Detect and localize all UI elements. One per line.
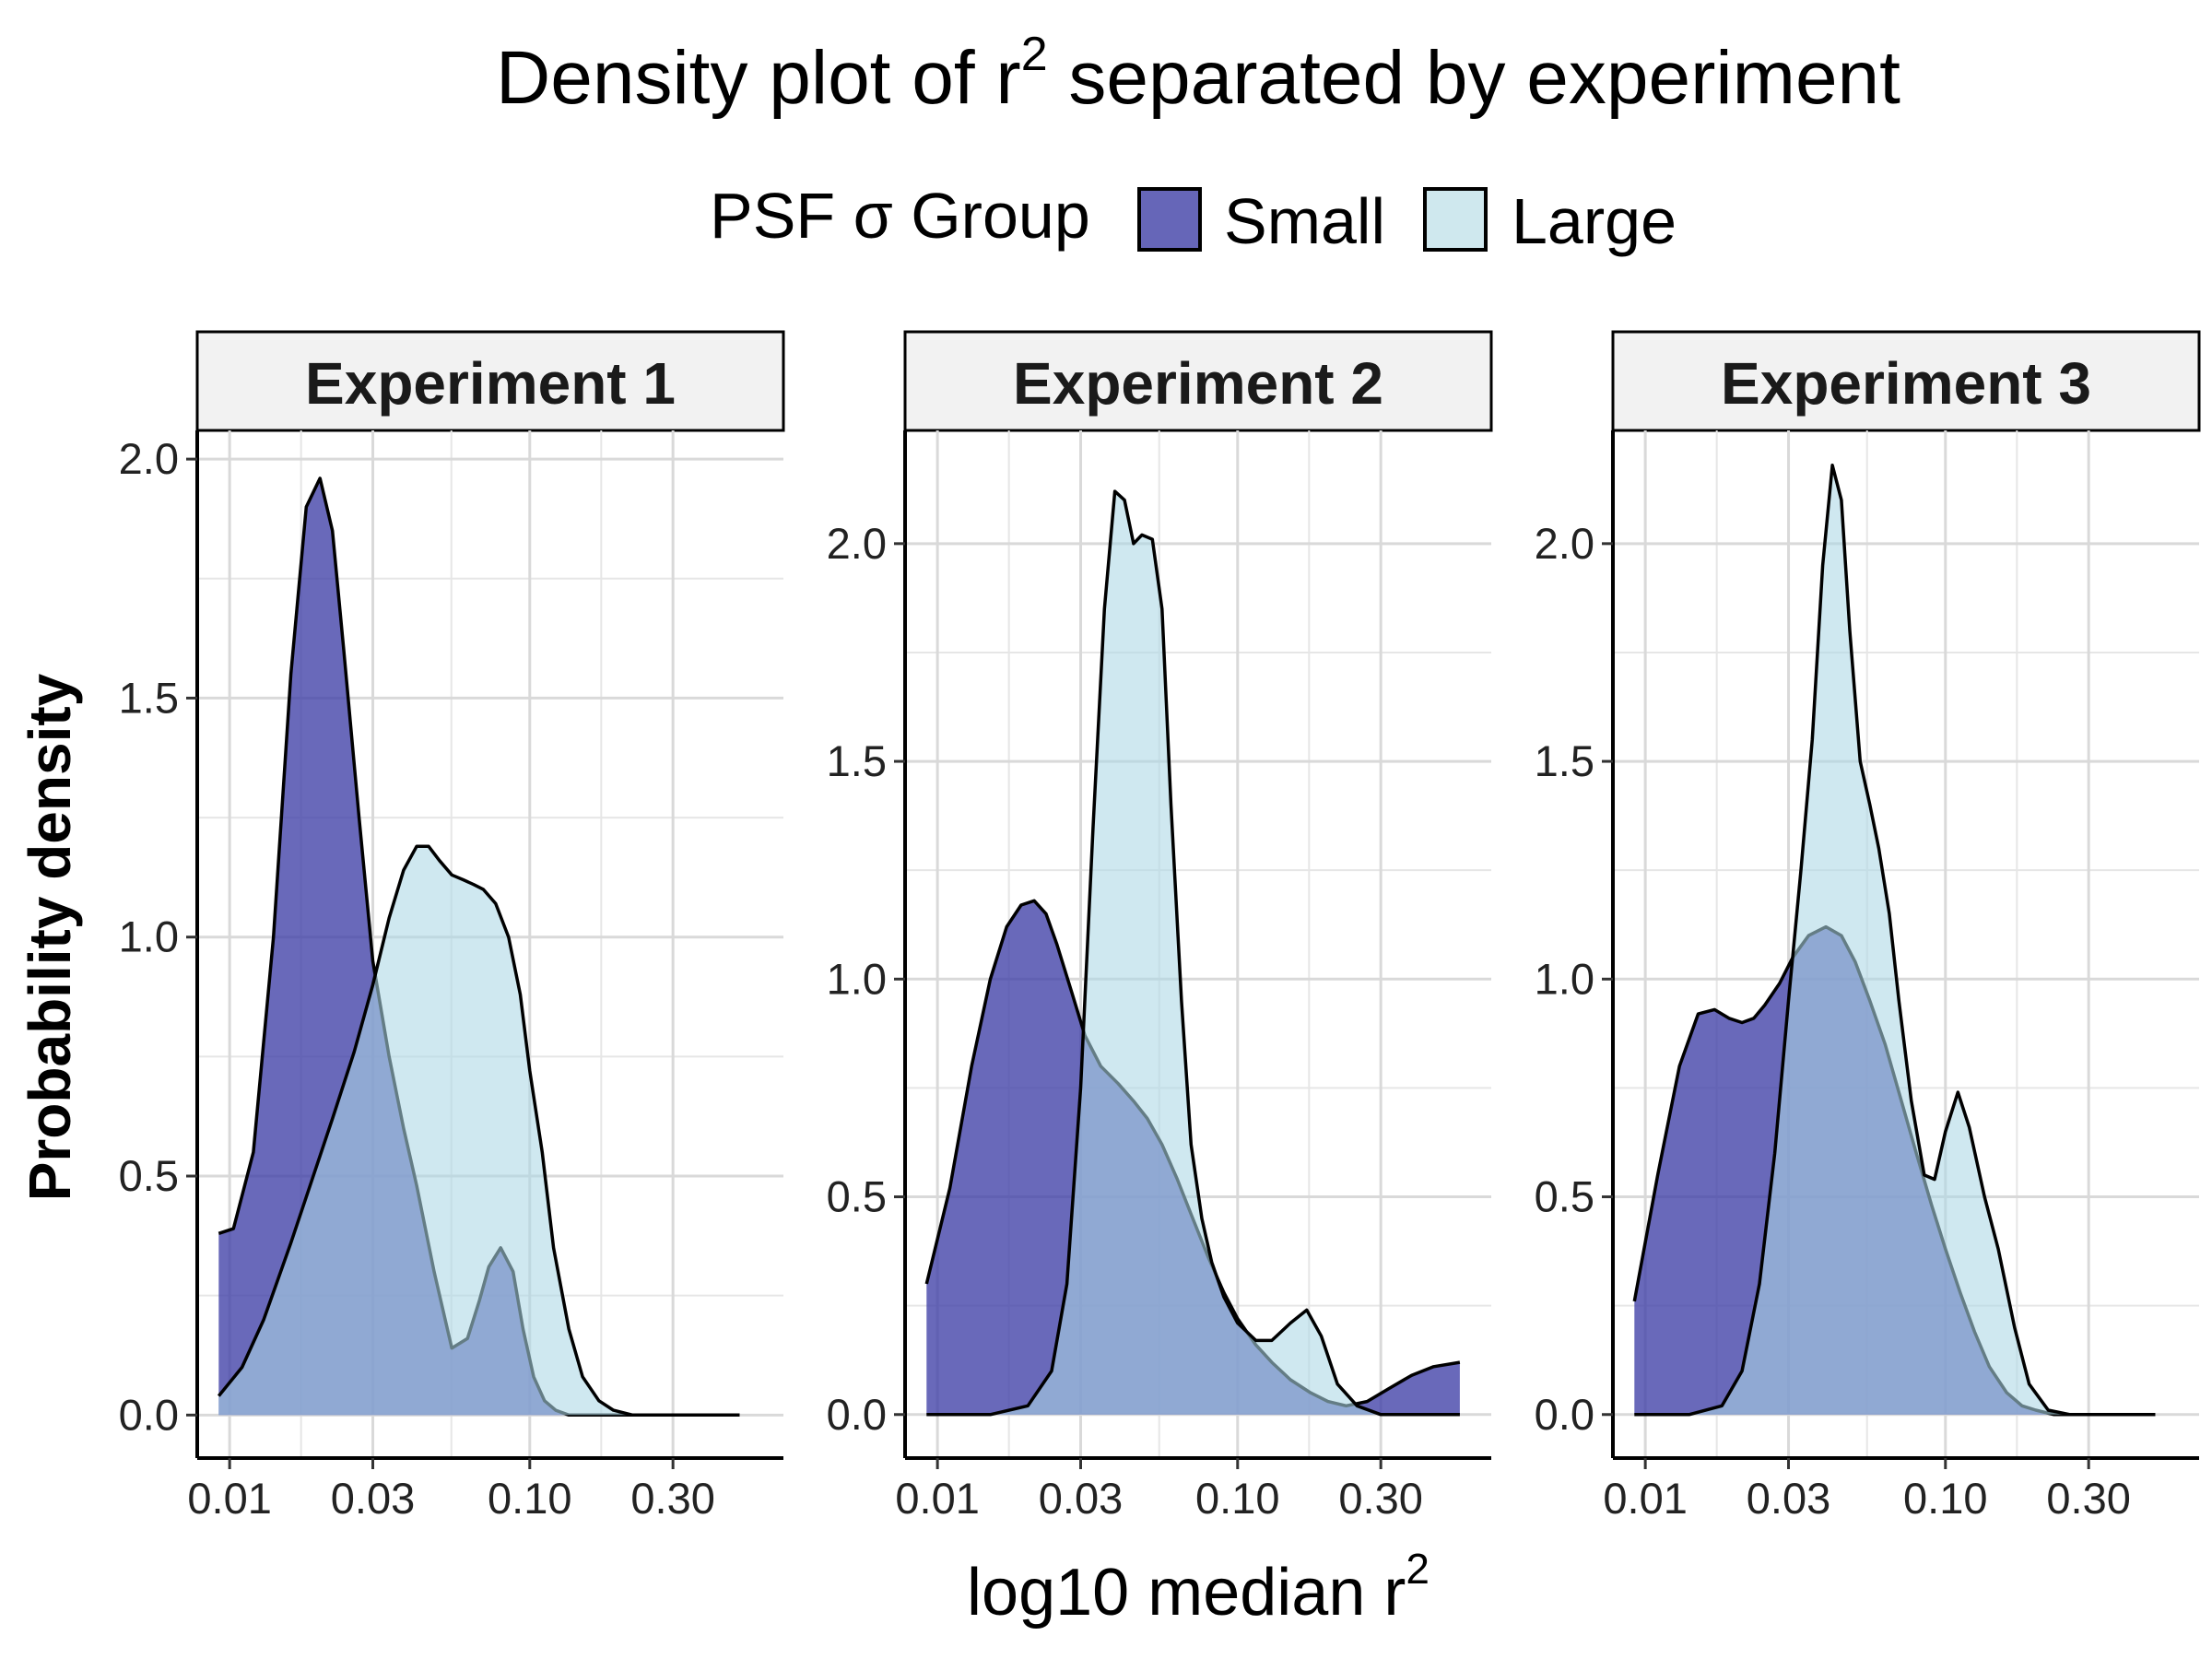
- x-tick-label: 0.01: [1603, 1474, 1687, 1523]
- density-areas: [1632, 464, 2156, 1417]
- y-tick-label: 1.5: [119, 673, 179, 722]
- x-tick-label: 0.10: [488, 1474, 571, 1523]
- y-tick-label: 1.0: [119, 912, 179, 961]
- strip-label: Experiment 3: [1721, 350, 2091, 417]
- x-tick-label: 0.10: [1903, 1474, 1987, 1523]
- legend-key-small: [1137, 187, 1202, 252]
- panel-experiment-2: Experiment 2 0.0 0.5 1.0 1.5 2.0 0.01 0.03 0.10…: [827, 330, 1493, 1523]
- title-superscript: 2: [1021, 28, 1048, 81]
- x-tick-label: 0.03: [1747, 1474, 1830, 1523]
- y-tick-label: 2.0: [827, 519, 887, 568]
- y-tick-label: 1.0: [827, 954, 887, 1003]
- y-tick-label: 1.0: [1535, 954, 1594, 1003]
- strip-background: [1611, 330, 2201, 432]
- x-tick-label: 0.30: [630, 1474, 714, 1523]
- strip-background: [903, 330, 1493, 432]
- x-tick-label: 0.03: [1039, 1474, 1123, 1523]
- strip-label: Experiment 2: [1013, 350, 1383, 417]
- y-tick-label: 0.5: [827, 1172, 887, 1221]
- legend-label-small: Small: [1224, 185, 1385, 257]
- chart-title: Density plot of r2 separated by experime…: [496, 28, 1900, 120]
- x-tick-label: 0.30: [2046, 1474, 2130, 1523]
- x-axis-title: log10 median r2: [967, 1545, 1430, 1630]
- y-tick-label: 1.5: [1535, 736, 1594, 785]
- strip-label: Experiment 1: [305, 350, 676, 417]
- axes: 0.0 0.5 1.0 1.5 2.0 0.01 0.03 0.10 0.30: [1535, 430, 2199, 1523]
- x-title-superscript: 2: [1406, 1545, 1430, 1593]
- legend-key-large: [1423, 187, 1488, 252]
- y-tick-label: 2.0: [119, 434, 179, 483]
- legend-label-large: Large: [1512, 185, 1677, 257]
- strip-background: [195, 330, 785, 432]
- density-curve-large: [926, 489, 1460, 1417]
- axes: 0.0 0.5 1.0 1.5 2.0 0.01 0.03 0.10 0.30: [827, 430, 1491, 1523]
- density-fill-large: [926, 491, 1460, 1415]
- density-fill-small: [926, 900, 1460, 1415]
- density-fill-large: [1634, 465, 2156, 1415]
- y-tick-label: 0.5: [119, 1151, 179, 1200]
- y-tick-label: 0.0: [119, 1390, 179, 1439]
- legend-title: PSF σ Group: [710, 180, 1090, 252]
- panel-experiment-1: Experiment 1 0.0 0.5 1.0 1.5 2.0 0.01 0.03 0.10…: [119, 330, 785, 1523]
- y-tick-label: 0.0: [827, 1390, 887, 1439]
- panel-experiment-3: Experiment 3 0.0 0.5 1.0 1.5 2.0 0.01 0.03 0.10…: [1535, 330, 2201, 1523]
- y-tick-label: 1.5: [827, 736, 887, 785]
- x-tick-label: 0.03: [331, 1474, 415, 1523]
- density-areas: [217, 477, 740, 1418]
- y-tick-label: 2.0: [1535, 519, 1594, 568]
- x-tick-label: 0.30: [1338, 1474, 1422, 1523]
- y-tick-label: 0.5: [1535, 1172, 1594, 1221]
- x-tick-label: 0.10: [1195, 1474, 1279, 1523]
- axes: 0.0 0.5 1.0 1.5 2.0 0.01 0.03 0.10 0.30: [119, 430, 783, 1523]
- x-tick-label: 0.01: [895, 1474, 979, 1523]
- density-curve-large: [217, 844, 740, 1418]
- x-tick-label: 0.01: [187, 1474, 271, 1523]
- density-areas: [924, 489, 1461, 1417]
- legend: PSF σ Group Small Large: [710, 180, 1677, 257]
- density-curve-large: [1634, 464, 2156, 1417]
- y-tick-label: 0.0: [1535, 1390, 1594, 1439]
- y-axis-title: Probability density: [17, 673, 83, 1201]
- density-fill-large: [218, 846, 740, 1416]
